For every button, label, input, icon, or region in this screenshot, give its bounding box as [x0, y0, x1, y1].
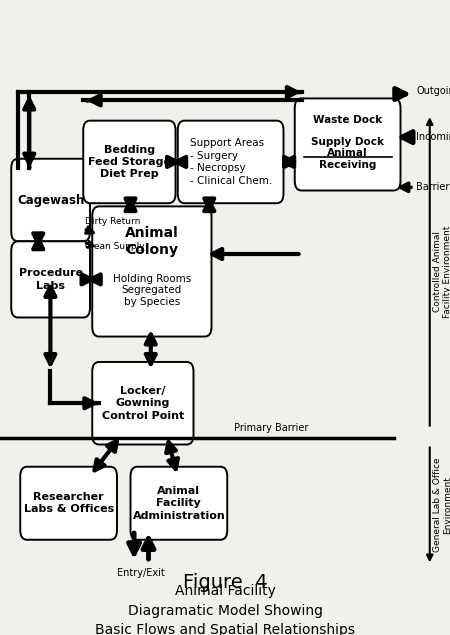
Text: Dirty Return: Dirty Return: [85, 217, 140, 225]
FancyBboxPatch shape: [20, 467, 117, 540]
FancyBboxPatch shape: [92, 362, 194, 444]
Text: General Lab & Office
Environment: General Lab & Office Environment: [433, 457, 450, 552]
Text: Outgoing: Outgoing: [416, 86, 450, 96]
Text: Bedding
Feed Storage
Diet Prep: Bedding Feed Storage Diet Prep: [88, 145, 171, 179]
Text: Waste Dock: Waste Dock: [313, 116, 382, 125]
FancyBboxPatch shape: [92, 206, 212, 337]
Text: Incoming: Incoming: [416, 132, 450, 142]
Text: Clean Supply: Clean Supply: [85, 242, 144, 251]
Text: Figure  4: Figure 4: [183, 573, 267, 592]
Text: Primary Barrier: Primary Barrier: [234, 423, 308, 433]
Text: Animal
Facility
Administration: Animal Facility Administration: [132, 486, 225, 521]
Text: Animal Facility
Diagramatic Model Showing
Basic Flows and Spatial Relationships: Animal Facility Diagramatic Model Showin…: [95, 584, 355, 635]
Text: Holding Rooms
Segregated
by Species: Holding Rooms Segregated by Species: [113, 274, 191, 307]
Text: Entry/Exit: Entry/Exit: [117, 568, 165, 578]
Text: Controlled Animal
Facility Environment: Controlled Animal Facility Environment: [433, 225, 450, 318]
FancyBboxPatch shape: [83, 121, 176, 203]
FancyBboxPatch shape: [295, 98, 400, 190]
Text: Supply Dock
Animal
Receiving: Supply Dock Animal Receiving: [311, 137, 384, 170]
Text: Support Areas
- Surgery
- Necropsy
- Clinical Chem.: Support Areas - Surgery - Necropsy - Cli…: [190, 138, 272, 185]
Text: Procedure
Labs: Procedure Labs: [18, 268, 83, 291]
Text: Barrier: Barrier: [416, 182, 450, 192]
FancyBboxPatch shape: [178, 121, 284, 203]
Text: Researcher
Labs & Offices: Researcher Labs & Offices: [23, 492, 114, 514]
FancyBboxPatch shape: [130, 467, 227, 540]
FancyBboxPatch shape: [11, 241, 90, 318]
Text: Locker/
Gowning
Control Point: Locker/ Gowning Control Point: [102, 386, 184, 420]
Text: Animal
Colony: Animal Colony: [125, 226, 179, 257]
FancyBboxPatch shape: [11, 159, 90, 241]
Text: Cagewash: Cagewash: [17, 194, 84, 206]
